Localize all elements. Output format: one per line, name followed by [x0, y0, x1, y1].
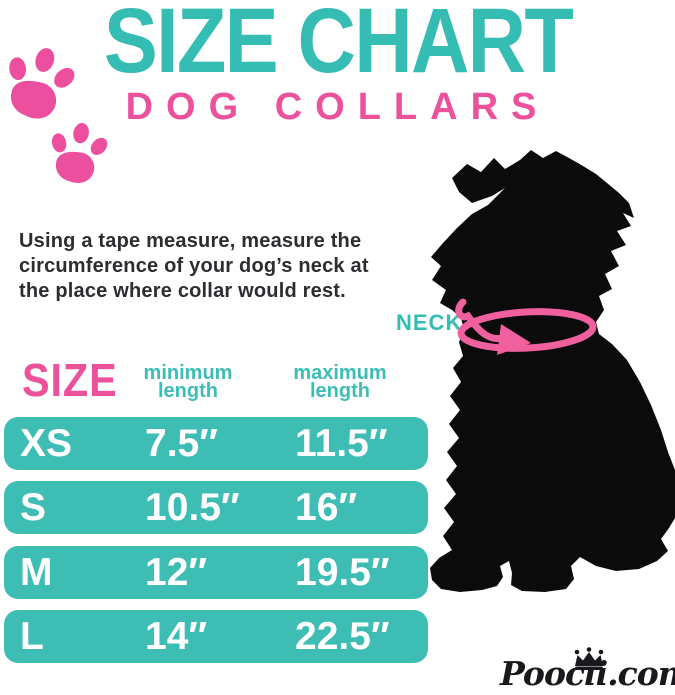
min-length-cell: 10.5″ [145, 486, 240, 529]
size-cell: L [20, 615, 44, 658]
header-line: length [310, 380, 370, 402]
min-length-cell: 7.5″ [145, 422, 218, 465]
max-length-cell: 19.5″ [295, 551, 390, 594]
max-length-cell: 11.5″ [295, 422, 388, 465]
dog-body-shape [430, 150, 675, 592]
header-line: maximum [293, 362, 387, 384]
instructions-line: Using a tape measure, measure the [19, 230, 362, 252]
table-row: S 10.5″ 16″ [4, 481, 428, 534]
instructions-line: circumference of your dog’s neck at [19, 255, 369, 277]
min-length-cell: 14″ [145, 615, 208, 658]
table-row: M 12″ 19.5″ [4, 546, 428, 599]
arrowhead [497, 324, 531, 355]
table-header-minimum-length: minimum length [108, 362, 268, 402]
paw-print-icon [51, 123, 108, 183]
dog-silhouette [430, 150, 675, 592]
instructions-line: the place where collar would rest. [19, 280, 346, 302]
table-header-maximum-length: maximum length [260, 362, 420, 402]
curved-arrow-icon [455, 298, 507, 343]
page-subtitle: DOG COLLARS [125, 86, 550, 128]
page-title-text: SIZE CHART [103, 0, 573, 92]
table-header-size: SIZE [22, 354, 118, 406]
size-cell: M [20, 551, 53, 594]
collar-ring [457, 308, 597, 352]
max-length-cell: 22.5″ [295, 615, 390, 658]
neck-label: NECK [396, 310, 463, 335]
header-line: minimum [143, 362, 233, 384]
measuring-instructions: Using a tape measure, measure the circum… [19, 229, 369, 304]
table-row: XS 7.5″ 11.5″ [4, 417, 428, 470]
crown-icon [574, 647, 604, 670]
min-length-cell: 12″ [145, 551, 208, 594]
page-title: SIZE CHART [0, 0, 675, 92]
size-cell: XS [20, 422, 73, 465]
brand-footer: Poocii.com [500, 644, 675, 692]
table-row: L 14″ 22.5″ [4, 610, 428, 663]
size-cell: S [20, 486, 47, 529]
header-line: length [158, 380, 218, 402]
max-length-cell: 16″ [295, 486, 358, 529]
paw-print-icon [9, 48, 75, 119]
